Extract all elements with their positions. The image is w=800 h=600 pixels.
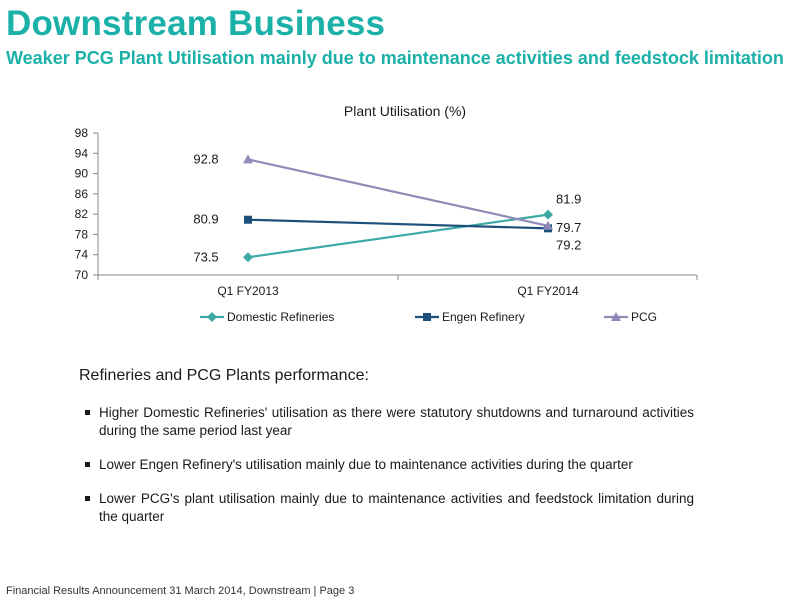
data-label: 73.5	[193, 249, 218, 264]
x-tick-label: Q1 FY2014	[517, 284, 579, 298]
legend-label-engen-refinery: Engen Refinery	[442, 310, 525, 324]
page-subtitle: Weaker PCG Plant Utilisation mainly due …	[6, 48, 784, 68]
data-point-domestic-refineries	[243, 252, 253, 263]
y-tick-label: 74	[75, 248, 89, 262]
chart-title: Plant Utilisation (%)	[344, 103, 466, 119]
legend-marker-engen-refinery	[423, 313, 431, 321]
data-point-pcg	[243, 154, 253, 164]
data-label: 81.9	[556, 192, 581, 207]
plant-utilisation-chart: Plant Utilisation (%) 70 74 78 82 86 90 94 98 Q1 …	[75, 103, 698, 324]
performance-heading: Refineries and PCG Plants performance:	[79, 367, 369, 384]
y-tick-label: 78	[75, 227, 89, 241]
series-line-pcg	[247, 158, 549, 227]
footer-text: Financial Results Announcement 31 March …	[6, 585, 355, 597]
performance-bullet-list: Higher Domestic Refineries' utilisation …	[84, 404, 694, 542]
y-tick-label: 98	[75, 126, 89, 140]
legend-marker-domestic-refineries	[207, 312, 217, 322]
x-tick-label: Q1 FY2013	[217, 284, 279, 298]
y-tick-label: 86	[75, 187, 89, 201]
data-label: 79.2	[556, 237, 581, 252]
y-tick-label: 94	[75, 146, 89, 160]
page-title: Downstream Business	[6, 4, 386, 43]
data-label: 80.9	[193, 212, 218, 227]
y-tick-label: 70	[75, 268, 89, 282]
y-tick-label: 82	[75, 207, 89, 221]
data-label: 92.8	[193, 151, 218, 166]
legend-label-pcg: PCG	[631, 310, 657, 324]
bullet-pcg: Lower PCG's plant utilisation mainly due…	[84, 490, 694, 526]
series-line-engen-refinery	[247, 218, 549, 230]
data-label: 79.7	[556, 220, 581, 235]
data-point-pcg	[543, 220, 553, 230]
legend-label-domestic-refineries: Domestic Refineries	[227, 310, 334, 324]
data-point-engen-refinery	[244, 215, 252, 224]
legend-marker-pcg	[611, 312, 621, 321]
bullet-engen-refinery: Lower Engen Refinery's utilisation mainl…	[84, 456, 694, 474]
y-tick-label: 90	[75, 167, 89, 181]
series-line-domestic-refineries	[247, 213, 549, 259]
bullet-domestic-refineries: Higher Domestic Refineries' utilisation …	[84, 404, 694, 440]
data-point-domestic-refineries	[543, 209, 553, 220]
